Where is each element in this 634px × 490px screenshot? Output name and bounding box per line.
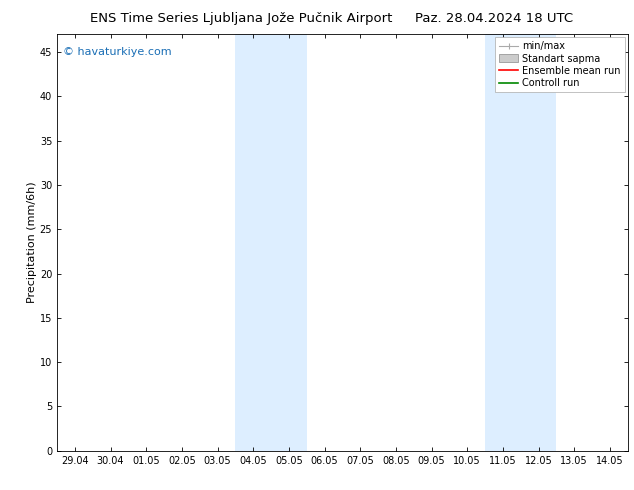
Y-axis label: Precipitation (mm/6h): Precipitation (mm/6h) xyxy=(27,182,37,303)
Text: © havaturkiye.com: © havaturkiye.com xyxy=(63,47,171,57)
Text: Paz. 28.04.2024 18 UTC: Paz. 28.04.2024 18 UTC xyxy=(415,12,574,25)
Bar xyxy=(235,34,307,451)
Bar xyxy=(485,34,557,451)
Text: ENS Time Series Ljubljana Jože Pučnik Airport: ENS Time Series Ljubljana Jože Pučnik Ai… xyxy=(90,12,392,25)
Legend: min/max, Standart sapma, Ensemble mean run, Controll run: min/max, Standart sapma, Ensemble mean r… xyxy=(495,37,624,92)
